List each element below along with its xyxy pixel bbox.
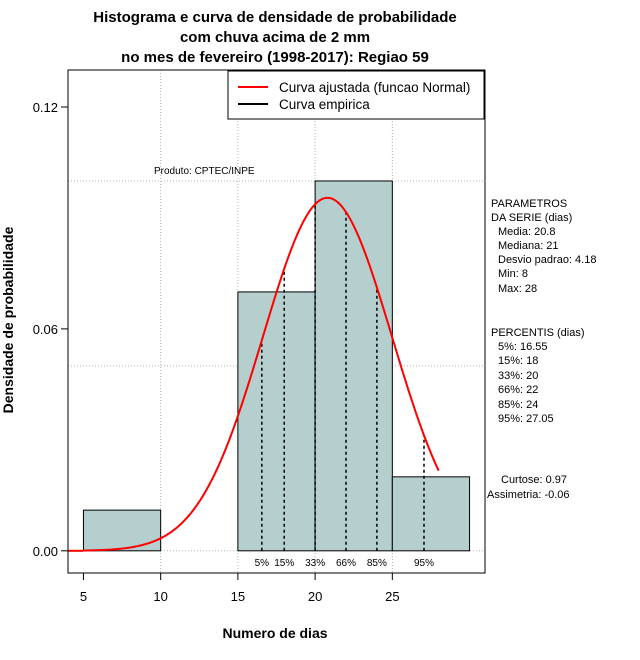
y-tick-label: 0.00 [33,544,58,559]
legend-label-normal: Curva ajustada (funcao Normal) [279,80,470,95]
percentil-5: 5%: 16.55 [498,341,548,353]
y-tick-label: 0.06 [33,322,58,337]
percentile-label: 33% [305,558,325,569]
legend-box [227,70,485,120]
histogram-bar [82,509,162,552]
stat-media: Media: 20.8 [498,226,555,238]
percentil-95: 95%: 27.05 [498,413,554,425]
parametros-panel: PARAMETROS DA SERIE (dias) Media: 20.8 M… [491,198,596,295]
y-axis-label: Densidade de probabilidade [0,226,16,413]
plot-frame [67,69,486,574]
legend-label-empirical: Curva empirica [279,97,370,112]
histogram-bar [314,180,393,552]
chart-title-line-2: com chuva acima de 2 mm [180,29,370,46]
x-tick-label: 15 [231,589,245,604]
percentile-lines: 5% 15% 33% 66% 85% 95% [255,204,434,569]
product-label: Produto: CPTEC/INPE [154,166,255,177]
percentile-label: 95% [414,558,434,569]
x-tick-label: 10 [153,589,167,604]
percentile-label: 85% [367,558,387,569]
percentil-15: 15%: 18 [498,355,538,367]
histogram-bar [391,476,471,552]
x-axis-label: Numero de dias [222,625,327,641]
stat-curtose: Curtose: 0.97 [501,474,567,486]
legend: Curva ajustada (funcao Normal) Curva emp… [227,70,485,120]
percentile-label: 15% [274,558,294,569]
percentil-85: 85%: 24 [498,399,538,411]
histogram-bars [82,180,471,552]
percentil-33: 33%: 20 [498,370,538,382]
stat-assimetria: Assimetria: -0.06 [487,489,570,501]
percentile-label: 66% [336,558,356,569]
normal-curve [68,196,440,552]
percentile-label: 5% [255,558,270,569]
x-tick-label: 20 [308,589,322,604]
percentil-66: 66%: 22 [498,384,538,396]
normal-curve-line [83,196,440,552]
chart-title-line-1: Histograma e curva de densidade de proba… [93,9,456,26]
x-tick-label: 25 [385,589,399,604]
parametros-header-2: DA SERIE (dias) [491,212,572,224]
axes: 5 10 15 20 25 0.00 0.06 0.12 [33,69,486,604]
shape-stats-panel: Curtose: 0.97 Assimetria: -0.06 [487,474,570,501]
stat-max: Max: 28 [498,283,537,295]
stat-desvio: Desvio padrao: 4.18 [498,254,596,266]
x-tick-label: 5 [80,589,87,604]
y-tick-label: 0.12 [33,100,58,115]
stat-min: Min: 8 [498,268,528,280]
parametros-header-1: PARAMETROS [491,198,567,210]
percentis-panel: PERCENTIS (dias) 5%: 16.55 15%: 18 33%: … [491,327,585,425]
chart-title-line-3: no mes de fevereiro (1998-2017): Regiao … [121,49,429,66]
histogram-bar [237,291,316,552]
stat-mediana: Mediana: 21 [498,240,559,252]
percentis-header: PERCENTIS (dias) [491,327,585,339]
